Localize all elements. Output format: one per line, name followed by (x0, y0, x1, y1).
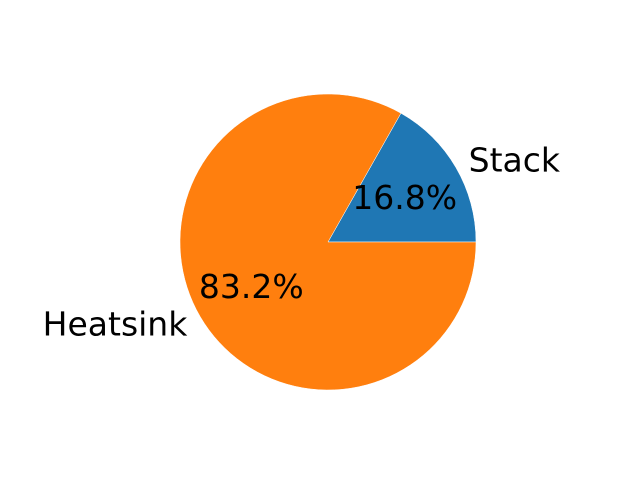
pie-slice-heatsink (179, 93, 477, 391)
pie-labels: 16.8% Stack 83.2% Heatsink (43, 141, 561, 344)
pie-percent-label-stack: 16.8% (352, 178, 457, 217)
pie-percent-label-heatsink: 83.2% (199, 267, 304, 306)
pie-slice-label-stack: Stack (469, 141, 561, 180)
pie-slice-stack (327, 112, 477, 243)
pie-slices (179, 93, 477, 391)
pie-slice-label-heatsink: Heatsink (43, 304, 189, 343)
